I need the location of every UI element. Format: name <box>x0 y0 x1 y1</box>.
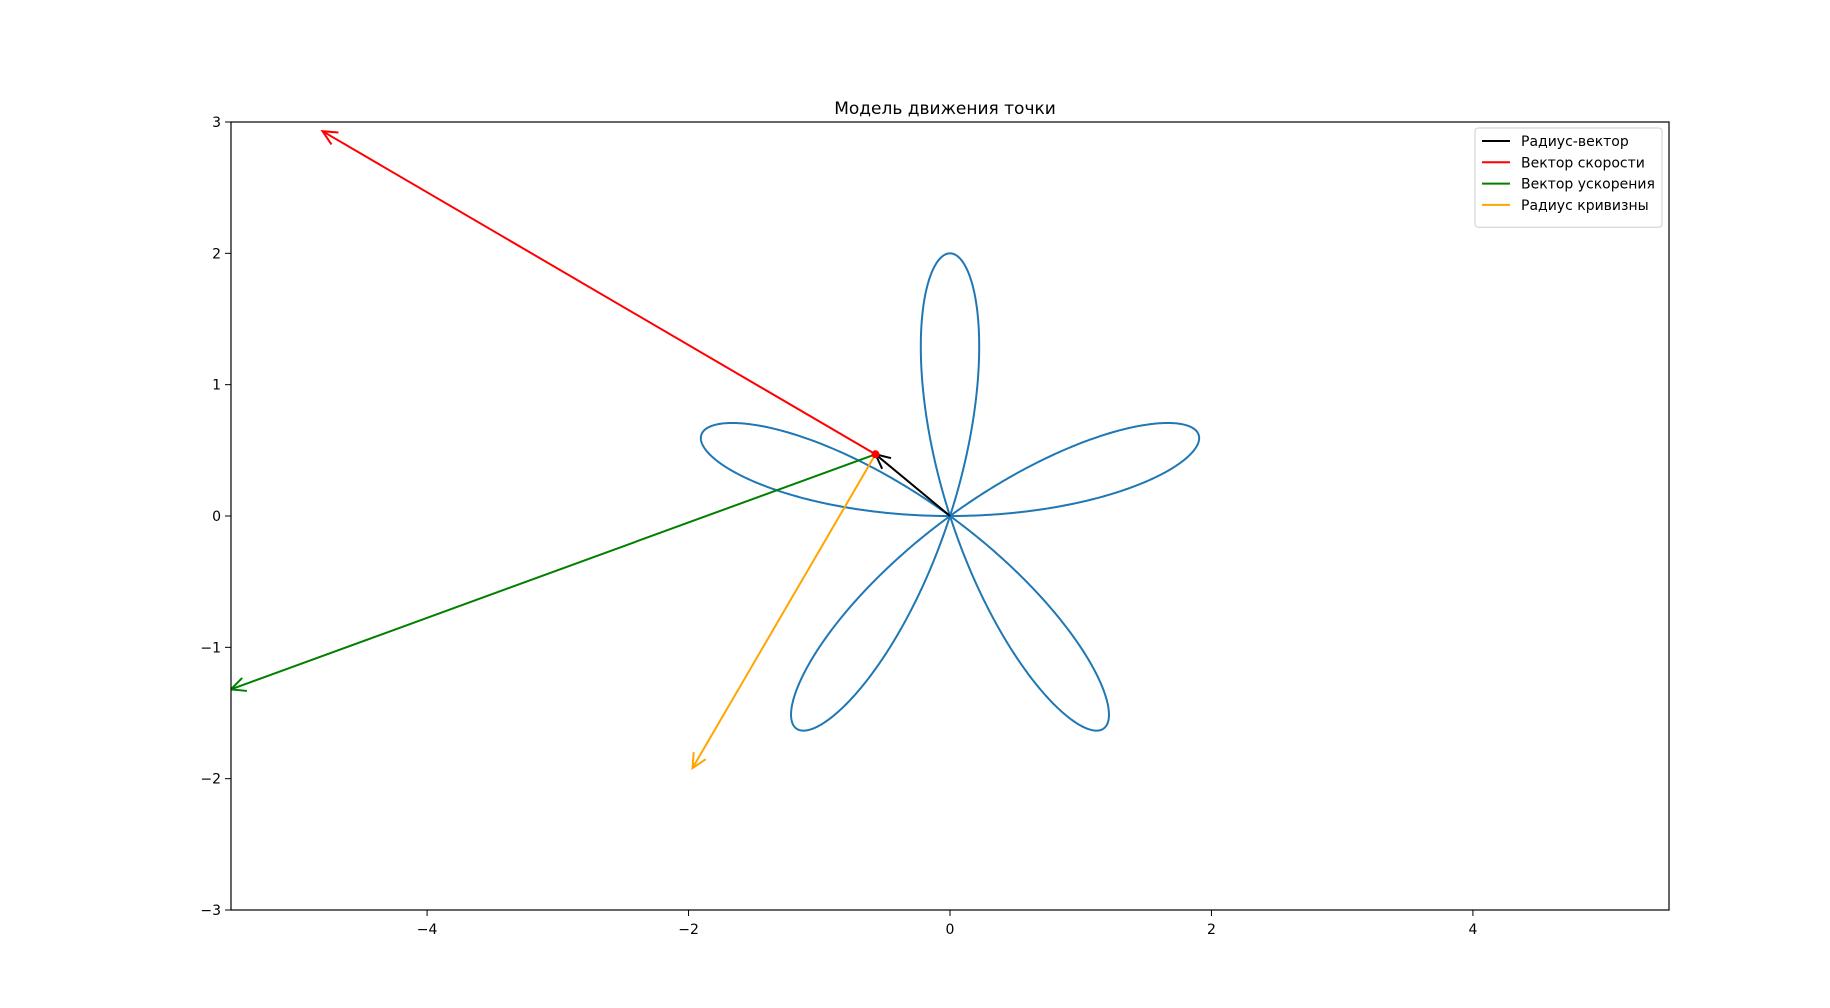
legend-box <box>1474 127 1663 228</box>
x-tick-label: −2 <box>678 922 699 938</box>
vector-1 <box>320 130 876 456</box>
vector-line <box>322 130 876 456</box>
x-tick-label: 0 <box>946 922 955 938</box>
x-tick-label: 4 <box>1468 922 1477 938</box>
vector-arrowhead <box>320 130 339 146</box>
chart-title: Модель движения точки <box>834 99 1056 119</box>
vector-arrowhead <box>231 677 248 692</box>
legend-label: Вектор скорости <box>1521 155 1645 171</box>
legend-item: Радиус кривизны <box>1482 198 1649 214</box>
vector-line <box>231 453 876 691</box>
x-axis: −4 −2 0 2 4 <box>417 910 1477 938</box>
vector-2 <box>231 453 876 692</box>
vector-arrowhead <box>691 752 707 771</box>
legend: Радиус-вектор Вектор скорости Вектор ускор… <box>1474 127 1663 228</box>
moving-point <box>871 450 880 459</box>
legend-label: Вектор ускорения <box>1521 177 1655 193</box>
vector-0 <box>873 452 951 517</box>
y-tick-label: 3 <box>212 115 221 131</box>
plot-area <box>231 130 1201 771</box>
vector-line <box>691 453 877 769</box>
x-tick-label: −4 <box>417 922 438 938</box>
y-tick-label: 2 <box>212 246 221 262</box>
y-tick-label: 1 <box>212 378 221 394</box>
legend-label: Радиус кривизны <box>1521 198 1649 214</box>
x-tick-label: 2 <box>1207 922 1216 938</box>
y-axis: −3 −2 −1 0 1 2 3 <box>200 115 231 919</box>
legend-label: Радиус-вектор <box>1521 134 1629 150</box>
vector-line <box>874 453 951 517</box>
legend-item: Вектор ускорения <box>1482 177 1655 193</box>
y-tick-label: −1 <box>200 640 221 656</box>
y-tick-label: 0 <box>212 509 221 525</box>
vector-3 <box>691 453 877 771</box>
legend-item: Вектор скорости <box>1482 155 1645 171</box>
y-tick-label: −3 <box>200 903 221 919</box>
trajectory-line <box>699 252 1201 732</box>
y-tick-label: −2 <box>200 772 221 788</box>
vectors-layer <box>231 130 951 771</box>
legend-item: Радиус-вектор <box>1482 134 1629 150</box>
